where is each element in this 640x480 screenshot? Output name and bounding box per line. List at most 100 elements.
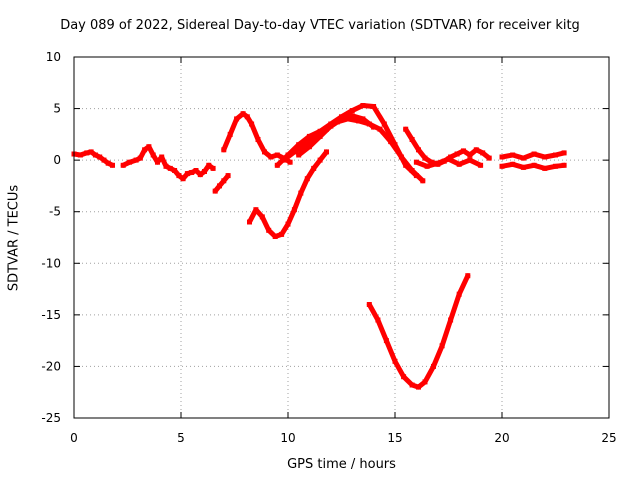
data-point	[172, 168, 178, 173]
data-point	[371, 124, 377, 130]
data-point	[202, 169, 207, 174]
data-point	[366, 302, 372, 307]
data-point	[520, 155, 526, 161]
data-point	[159, 154, 165, 160]
data-point	[428, 159, 434, 165]
data-point	[398, 154, 404, 160]
data-point	[101, 157, 107, 163]
data-point	[227, 131, 233, 137]
data-point	[302, 142, 308, 148]
data-point	[92, 152, 98, 158]
data-point	[324, 149, 329, 155]
data-point	[377, 126, 383, 132]
data-point	[360, 116, 366, 122]
data-point	[197, 172, 203, 178]
data-point	[542, 165, 548, 171]
data-point	[328, 123, 334, 129]
data-series	[71, 103, 567, 390]
data-point	[375, 317, 381, 323]
data-point	[456, 161, 462, 167]
y-tick-label: 0	[53, 153, 61, 167]
data-point	[360, 103, 366, 108]
data-point	[287, 159, 293, 165]
data-point	[478, 162, 484, 168]
data-point	[388, 139, 394, 145]
x-tick-label: 5	[177, 431, 185, 445]
data-point	[221, 147, 227, 153]
data-point	[110, 162, 115, 168]
data-point	[163, 163, 169, 169]
data-point	[456, 291, 462, 297]
data-point	[531, 162, 537, 168]
data-point	[88, 149, 94, 155]
data-point	[465, 273, 471, 279]
data-point	[422, 155, 428, 161]
chart-title: Day 089 of 2022, Sidereal Day-to-day VTE…	[60, 18, 580, 33]
data-point	[409, 382, 415, 388]
data-point	[349, 108, 355, 114]
data-point	[371, 104, 377, 109]
data-point	[317, 157, 323, 163]
data-point	[262, 149, 267, 155]
data-point	[77, 152, 83, 158]
data-point	[510, 161, 516, 167]
data-point	[97, 154, 103, 160]
data-point	[510, 152, 516, 158]
data-point	[317, 133, 323, 139]
data-point	[274, 162, 280, 168]
data-point	[542, 154, 548, 160]
series-line-track-v	[366, 273, 471, 390]
data-point	[448, 317, 454, 323]
x-tick-label: 0	[70, 431, 78, 445]
data-point	[561, 162, 567, 168]
data-point	[105, 160, 111, 166]
data-point	[431, 363, 436, 369]
data-point	[306, 144, 312, 150]
data-point	[520, 164, 526, 170]
data-point	[296, 152, 302, 158]
data-point	[424, 163, 430, 169]
data-point	[120, 162, 126, 168]
data-point	[142, 147, 148, 153]
data-point	[461, 148, 466, 154]
data-point	[304, 176, 310, 182]
data-point	[467, 152, 473, 158]
y-tick-label: -25	[41, 411, 61, 425]
data-point	[150, 152, 156, 158]
data-point	[553, 152, 558, 158]
data-point	[247, 219, 252, 225]
data-point	[146, 144, 152, 150]
data-point	[184, 171, 190, 177]
x-axis-label: GPS time / hours	[287, 457, 396, 472]
data-point	[255, 137, 261, 142]
data-point	[467, 157, 473, 163]
y-tick-label: -15	[41, 308, 61, 322]
data-point	[249, 121, 255, 127]
data-point	[210, 165, 216, 171]
data-point	[127, 159, 133, 165]
data-point	[272, 234, 278, 239]
data-point	[486, 155, 492, 161]
data-point	[561, 150, 567, 156]
data-point	[420, 178, 426, 184]
data-point	[416, 147, 421, 153]
data-point	[155, 159, 160, 165]
data-point	[454, 151, 460, 157]
y-tick-label: 5	[53, 102, 61, 116]
data-point	[84, 150, 90, 156]
data-point	[409, 168, 415, 173]
data-point	[285, 221, 291, 227]
data-point	[234, 116, 240, 122]
data-point	[244, 114, 250, 120]
data-point	[435, 160, 441, 166]
data-point	[274, 152, 280, 158]
x-tick-label: 10	[280, 431, 295, 445]
data-point	[167, 165, 173, 171]
data-point	[311, 165, 317, 171]
data-point	[212, 188, 218, 194]
data-point	[281, 157, 287, 163]
data-point	[409, 137, 415, 142]
data-point	[133, 157, 139, 163]
data-point	[392, 358, 398, 364]
